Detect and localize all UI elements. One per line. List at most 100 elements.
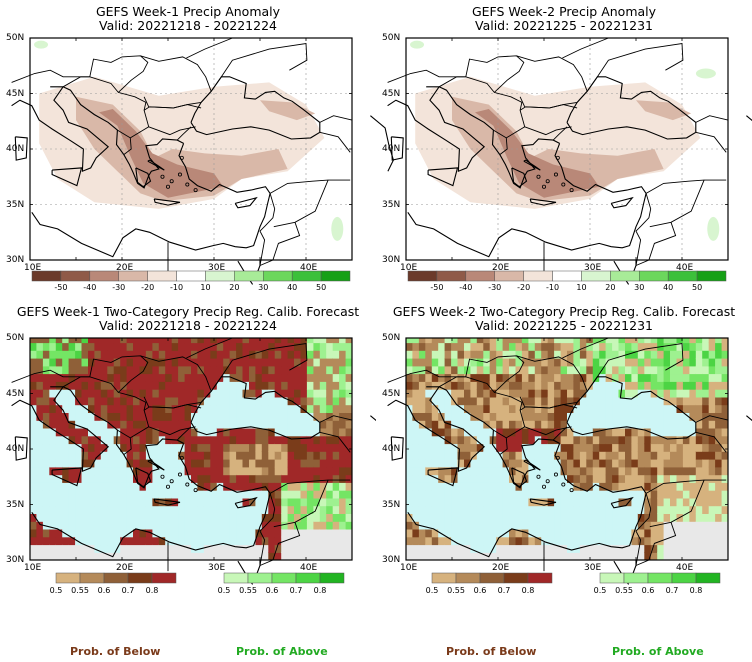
colorbar-swatch	[552, 270, 582, 282]
panel-title: GEFS Week-2 Two-Category Precip Reg. Cal…	[392, 304, 736, 319]
colorbar-tick-label: 0.7	[122, 586, 135, 595]
lat-label-40n: 40N	[6, 444, 25, 454]
lat-label-30n: 30N	[6, 255, 25, 265]
panel-title: GEFS Week-1 Precip Anomaly	[95, 4, 281, 19]
anomaly-map: -50 -40 -30 -20 -10 10 20 30 40 50	[387, 37, 752, 292]
colorbar-tick-label: 30	[634, 283, 644, 292]
colorbar-swatch	[599, 572, 625, 584]
panel-title: GEFS Week-1 Two-Category Precip Reg. Cal…	[16, 304, 360, 319]
coastlines	[387, 376, 752, 585]
colorbar-swatch	[527, 572, 553, 584]
aegean-islands	[160, 155, 198, 193]
lat-label-40n: 40N	[6, 144, 25, 154]
colorbar-tick-label: 0.6	[642, 586, 655, 595]
lon-label-10e: 10E	[400, 563, 418, 573]
colorbar-swatch	[147, 270, 177, 282]
lat-label-30n: 30N	[382, 555, 401, 565]
colorbar-swatch	[647, 572, 673, 584]
colorbar-tick-label: 50	[692, 283, 702, 292]
lat-label-45n: 45N	[6, 389, 25, 399]
week1-anomaly-panel: -50 -40 -30 -20 -10 10 20 30 40 50 GEFS Week-1 Pr…	[0, 0, 394, 300]
axis-ticks	[29, 37, 353, 261]
probability-grid	[406, 334, 729, 561]
lat-label-35n: 35N	[6, 200, 25, 210]
colorbar-swatch	[465, 270, 495, 282]
colorbar-tick-label: 0.55	[447, 586, 465, 595]
lat-label-50n: 50N	[6, 33, 25, 43]
colorbar-tick-label: 0.6	[98, 586, 111, 595]
aegean-islands	[536, 155, 574, 193]
colorbar-swatch	[295, 572, 321, 584]
colorbar-tick-label: 0.55	[239, 586, 257, 595]
anomaly-colorbar: -50 -40 -30 -20 -10 10 20 30 40 50	[407, 270, 727, 292]
above-probability-colorbar: 0.5 0.55 0.6 0.7 0.8	[218, 572, 345, 595]
colorbar-tick-label: 0.5	[426, 586, 439, 595]
probability-map: 0.5 0.55 0.6 0.7 0.8 0.5 0.55 0.6 0.7 0.8	[0, 300, 394, 600]
colorbar-swatch	[271, 572, 297, 584]
lon-label-30e: 30E	[208, 263, 226, 273]
colorbar-tick-label: -20	[517, 283, 530, 292]
wet-anomaly-area	[410, 40, 425, 49]
colorbar-swatch	[60, 270, 91, 282]
colorbar-tick-label: -50	[54, 283, 67, 292]
colorbar-swatch	[223, 572, 249, 584]
country-borders	[11, 37, 353, 272]
lat-label-45n: 45N	[382, 389, 401, 399]
colorbar-tick-label: -10	[170, 283, 183, 292]
colorbar-tick-label: -30	[488, 283, 501, 292]
lat-label-40n: 40N	[382, 144, 401, 154]
axis-ticks	[405, 37, 729, 261]
colorbar-swatch	[431, 572, 457, 584]
colorbar-tick-label: -40	[83, 283, 96, 292]
lon-label-40e: 40E	[300, 263, 318, 273]
colorbar-swatch	[234, 270, 264, 282]
country-borders	[387, 337, 729, 572]
colorbar-swatch	[523, 270, 553, 282]
lat-label-45n: 45N	[6, 89, 25, 99]
precip-anomaly-shading	[34, 40, 344, 241]
colorbar-tick-label: 0.8	[146, 586, 159, 595]
panel-valid-date: Valid: 20221218 - 20221224	[98, 318, 277, 333]
colorbar-tick-label: 20	[229, 283, 239, 292]
lon-label-20e: 20E	[492, 563, 510, 573]
colorbar-tick-label: 20	[605, 283, 615, 292]
probability-grid	[30, 334, 353, 561]
colorbar-swatch	[319, 572, 345, 584]
wet-anomaly-area	[695, 68, 716, 79]
week2-probability-panel: 0.5 0.55 0.6 0.7 0.8 0.5 0.55 0.6 0.7 0.8 GEFS We…	[376, 300, 752, 600]
colorbar-swatch	[320, 270, 351, 282]
lat-label-30n: 30N	[382, 255, 401, 265]
lat-label-30n: 30N	[6, 555, 25, 565]
colorbar-tick-label: 0.7	[290, 586, 303, 595]
colorbar-swatch	[623, 572, 649, 584]
lon-label-40e: 40E	[300, 563, 318, 573]
colorbar-tick-label: -40	[459, 283, 472, 292]
lon-label-40e: 40E	[676, 263, 694, 273]
colorbar-tick-label: 50	[316, 283, 326, 292]
anomaly-map: -50 -40 -30 -20 -10 10 20 30 40 50	[11, 37, 394, 292]
colorbar-tick-label: 10	[200, 283, 210, 292]
aegean-islands	[536, 455, 574, 493]
footer-below-label: Prob. of Below	[446, 645, 537, 658]
above-probability-colorbar: 0.5 0.55 0.6 0.7 0.8	[594, 572, 721, 595]
colorbar-tick-label: -20	[141, 283, 154, 292]
lat-label-40n: 40N	[382, 444, 401, 454]
colorbar-swatch	[176, 270, 206, 282]
lon-label-20e: 20E	[492, 263, 510, 273]
colorbar-swatch	[55, 572, 81, 584]
colorbar-tick-label: 10	[576, 283, 586, 292]
colorbar-swatch	[247, 572, 273, 584]
wet-anomaly-area	[331, 216, 344, 241]
colorbar-tick-label: 0.6	[266, 586, 279, 595]
lon-label-30e: 30E	[584, 263, 602, 273]
colorbar-tick-label: 40	[287, 283, 297, 292]
colorbar-swatch	[103, 572, 129, 584]
colorbar-tick-label: 0.8	[314, 586, 327, 595]
colorbar-swatch	[695, 572, 721, 584]
colorbar-swatch	[696, 270, 727, 282]
colorbar-tick-label: 0.7	[666, 586, 679, 595]
precip-anomaly-shading	[410, 40, 720, 241]
colorbar-tick-label: 40	[663, 283, 673, 292]
below-probability-colorbar: 0.5 0.55 0.6 0.7 0.8	[426, 572, 553, 595]
below-probability-colorbar: 0.5 0.55 0.6 0.7 0.8	[50, 572, 177, 595]
